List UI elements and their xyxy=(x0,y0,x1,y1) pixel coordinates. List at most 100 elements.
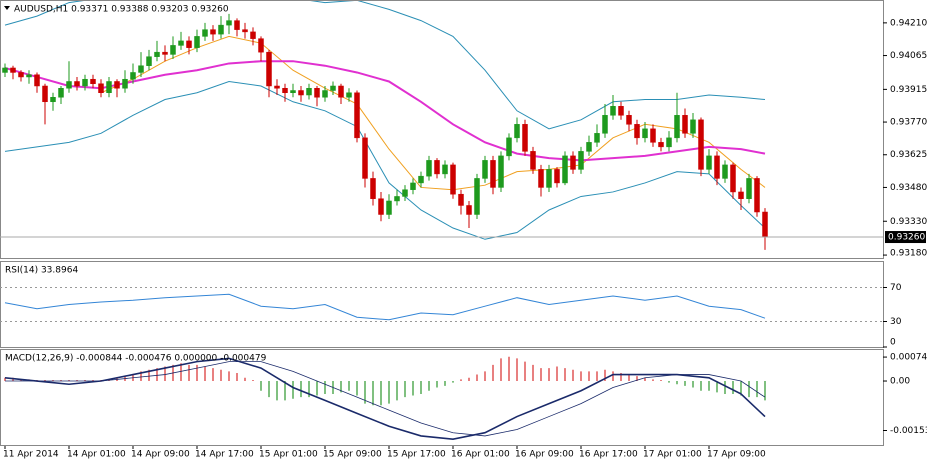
y-tick-label: 0.94065 xyxy=(890,51,927,61)
candle-body xyxy=(674,115,680,139)
candle-body xyxy=(426,160,432,177)
x-tick-label: 11 Apr 2014 xyxy=(3,450,59,460)
candle-body xyxy=(466,205,472,215)
y-tick-label: 0.93330 xyxy=(890,217,927,227)
candle-body xyxy=(458,193,464,206)
candle-body xyxy=(570,155,576,170)
y-tick-label: 0 xyxy=(890,338,896,348)
candle-body xyxy=(690,119,696,134)
macd-panel xyxy=(0,349,884,446)
candle-body xyxy=(418,175,424,184)
y-tick-label: 0.93915 xyxy=(890,85,927,95)
candle-body xyxy=(754,178,760,213)
y-tick-label: 30 xyxy=(890,317,902,327)
candle-body xyxy=(706,155,712,170)
candle-body xyxy=(514,124,520,139)
candle-body xyxy=(578,151,584,170)
candle-body xyxy=(746,178,752,199)
candle-body xyxy=(610,106,616,116)
candle-body xyxy=(722,164,728,179)
y-tick-label: 0.93770 xyxy=(890,118,927,128)
macd-title: MACD(12,26,9) -0.000844 -0.000476 0.0000… xyxy=(5,354,267,364)
candle-body xyxy=(394,196,400,202)
x-tick-label: 14 Apr 17:00 xyxy=(195,450,254,460)
candle-body xyxy=(434,160,440,175)
menu-arrow xyxy=(4,6,10,10)
candle-body xyxy=(474,178,480,215)
candle-body xyxy=(698,119,704,170)
x-tick-label: 16 Apr 01:00 xyxy=(451,450,510,460)
candle-body xyxy=(58,87,64,98)
candle-body xyxy=(202,29,208,37)
candle-body xyxy=(562,155,568,184)
candle-body xyxy=(370,178,376,199)
candle-body xyxy=(714,155,720,179)
candle-body xyxy=(490,160,496,188)
candle-body xyxy=(594,133,600,143)
rsi-panel xyxy=(0,261,884,348)
candle-body xyxy=(738,191,744,199)
y-tick-label: 0.93180 xyxy=(890,249,927,259)
candle-body xyxy=(642,128,648,139)
x-tick-label: 17 Apr 09:00 xyxy=(707,450,766,460)
x-tick-label: 14 Apr 09:00 xyxy=(131,450,190,460)
candle-body xyxy=(386,200,392,215)
candle-body xyxy=(42,85,48,103)
candle-body xyxy=(258,38,264,53)
line-series xyxy=(4,293,766,321)
candle-body xyxy=(482,160,488,179)
candle-body xyxy=(138,65,144,73)
candle-body xyxy=(586,142,592,152)
candle-body xyxy=(2,67,8,73)
candle-body xyxy=(210,29,216,35)
candle-body xyxy=(106,81,112,94)
candle-body xyxy=(74,81,80,87)
candle-body xyxy=(90,78,96,84)
line-series xyxy=(100,35,766,191)
y-tick-label: -0.001531 xyxy=(890,426,927,436)
candle-body xyxy=(282,87,288,94)
candle-body xyxy=(546,169,552,188)
candle-body xyxy=(498,155,504,188)
candle-body xyxy=(122,78,128,89)
candle-body xyxy=(186,40,192,48)
y-tick-label: 0.000741 xyxy=(890,353,927,363)
candle-body xyxy=(298,90,304,96)
line-series xyxy=(4,60,766,162)
x-tick-label: 15 Apr 01:00 xyxy=(259,450,318,460)
candle-body xyxy=(506,137,512,157)
candle-body xyxy=(554,169,560,184)
candle-body xyxy=(242,29,248,33)
candle-body xyxy=(522,124,528,152)
clip-group xyxy=(4,356,766,440)
candle-body xyxy=(618,106,624,116)
candle-body xyxy=(306,87,312,96)
candle-body xyxy=(362,137,368,179)
candle-body xyxy=(66,81,72,89)
clip-group xyxy=(0,287,883,322)
x-tick-label: 14 Apr 01:00 xyxy=(67,450,126,460)
candle-body xyxy=(338,85,344,98)
candle-body xyxy=(82,78,88,87)
line-series xyxy=(4,357,766,440)
candle-body xyxy=(530,151,536,170)
candle-body xyxy=(538,169,544,188)
candle-body xyxy=(682,115,688,134)
candle-body xyxy=(194,36,200,48)
last-price-label: 0.93260 xyxy=(888,233,925,243)
clip-group xyxy=(2,1,768,250)
candle-body xyxy=(218,24,224,35)
candle-body xyxy=(658,142,664,148)
candle-body xyxy=(146,56,152,66)
candle-body xyxy=(114,81,120,89)
y-tick-label: 0.93480 xyxy=(890,183,927,193)
last-price-box xyxy=(885,231,926,244)
candle-body xyxy=(290,90,296,94)
candle-body xyxy=(98,83,104,94)
x-tick-label: 15 Apr 09:00 xyxy=(323,450,382,460)
candle-body xyxy=(130,72,136,80)
x-tick-label: 17 Apr 01:00 xyxy=(643,450,702,460)
candle-body xyxy=(234,20,240,30)
candle-body xyxy=(10,67,16,73)
